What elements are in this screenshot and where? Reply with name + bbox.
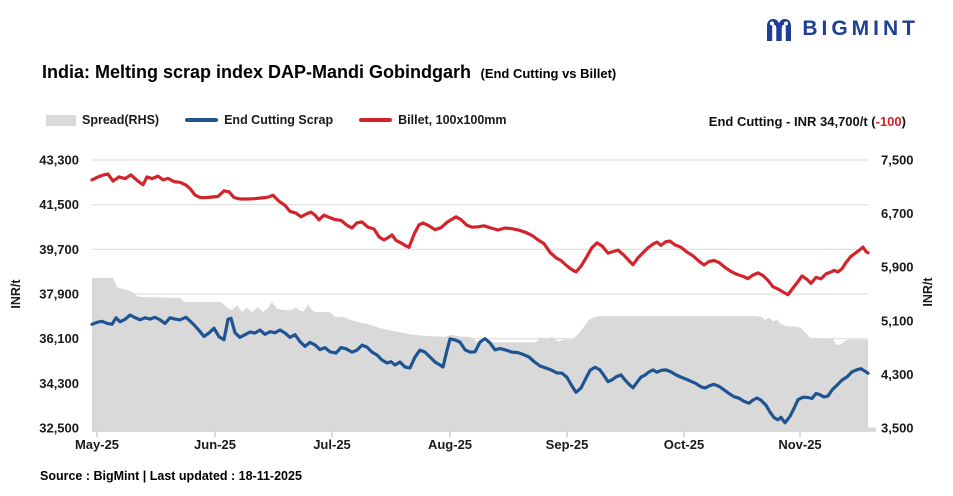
x-axis-label: Aug-25 — [428, 437, 472, 452]
x-axis-label: Jul-25 — [313, 437, 351, 452]
annotation-suffix: ) — [901, 114, 906, 129]
right-axis-tick-label: 3,500 — [881, 421, 914, 436]
right-axis-tick-label: 6,700 — [881, 206, 914, 221]
left-axis-tick-label: 36,100 — [39, 331, 79, 346]
annotation-change: -100 — [875, 114, 902, 129]
x-axis-label: May-25 — [75, 437, 119, 452]
source-note: Source : BigMint | Last updated : 18-11-… — [40, 469, 302, 483]
chart-title-main: India: Melting scrap index DAP-Mandi Gob… — [42, 62, 472, 82]
right-axis-tick-label: 5,900 — [881, 260, 914, 275]
left-axis-tick-label: 43,300 — [39, 153, 79, 168]
left-axis-tick-label: 32,500 — [39, 421, 79, 436]
legend-label: Billet, 100x100mm — [398, 113, 507, 127]
x-axis-label: Jun-25 — [194, 437, 236, 452]
left-axis-tick-label: 34,300 — [39, 376, 79, 391]
x-axis-line — [92, 427, 876, 432]
left-axis-tick-label: 39,700 — [39, 242, 79, 257]
billet-swatch-icon — [359, 118, 393, 122]
left-axis-tick-label: 37,900 — [39, 287, 79, 302]
right-axis-title: INR/t — [921, 277, 935, 307]
right-axis-tick-label: 4,300 — [881, 367, 914, 382]
annotation-prefix: End Cutting - INR 34,700/t ( — [708, 114, 876, 129]
bigmint-m-icon — [767, 19, 792, 41]
legend-item-spread: Spread(RHS) — [46, 113, 159, 127]
chart-title-suffix: (End Cutting vs Billet) — [480, 66, 617, 81]
x-axis-label: Sep-25 — [546, 437, 589, 452]
right-axis-tick-label: 7,500 — [881, 153, 914, 168]
end-cutting-scrap-line — [90, 313, 870, 425]
latest-price-annotation: End Cutting - INR 34,700/t (-100) — [709, 114, 906, 129]
billet-100x100mm-line — [90, 172, 870, 297]
legend-item-billet: Billet, 100x100mm — [359, 113, 507, 127]
left-axis-title: INR/t — [9, 279, 23, 309]
chart-title: India: Melting scrap index DAP-Mandi Gob… — [42, 62, 616, 83]
end-cutting-swatch-icon — [185, 118, 219, 122]
chart-legend: Spread(RHS) End Cutting Scrap Billet, 10… — [46, 113, 507, 127]
legend-item-end-cutting: End Cutting Scrap — [185, 113, 333, 127]
x-axis-label: Nov-25 — [778, 437, 821, 452]
brand-name: BIGMINT — [802, 17, 919, 40]
spread-area — [92, 277, 868, 428]
left-axis-tick-label: 41,500 — [39, 197, 79, 212]
brand-logo: BIGMINT — [763, 13, 919, 45]
legend-label: End Cutting Scrap — [224, 113, 334, 127]
legend-label: Spread(RHS) — [82, 113, 160, 127]
x-axis-label: Oct-25 — [664, 437, 704, 452]
right-axis-tick-label: 5,100 — [881, 313, 914, 328]
spread-swatch-icon — [46, 114, 76, 126]
